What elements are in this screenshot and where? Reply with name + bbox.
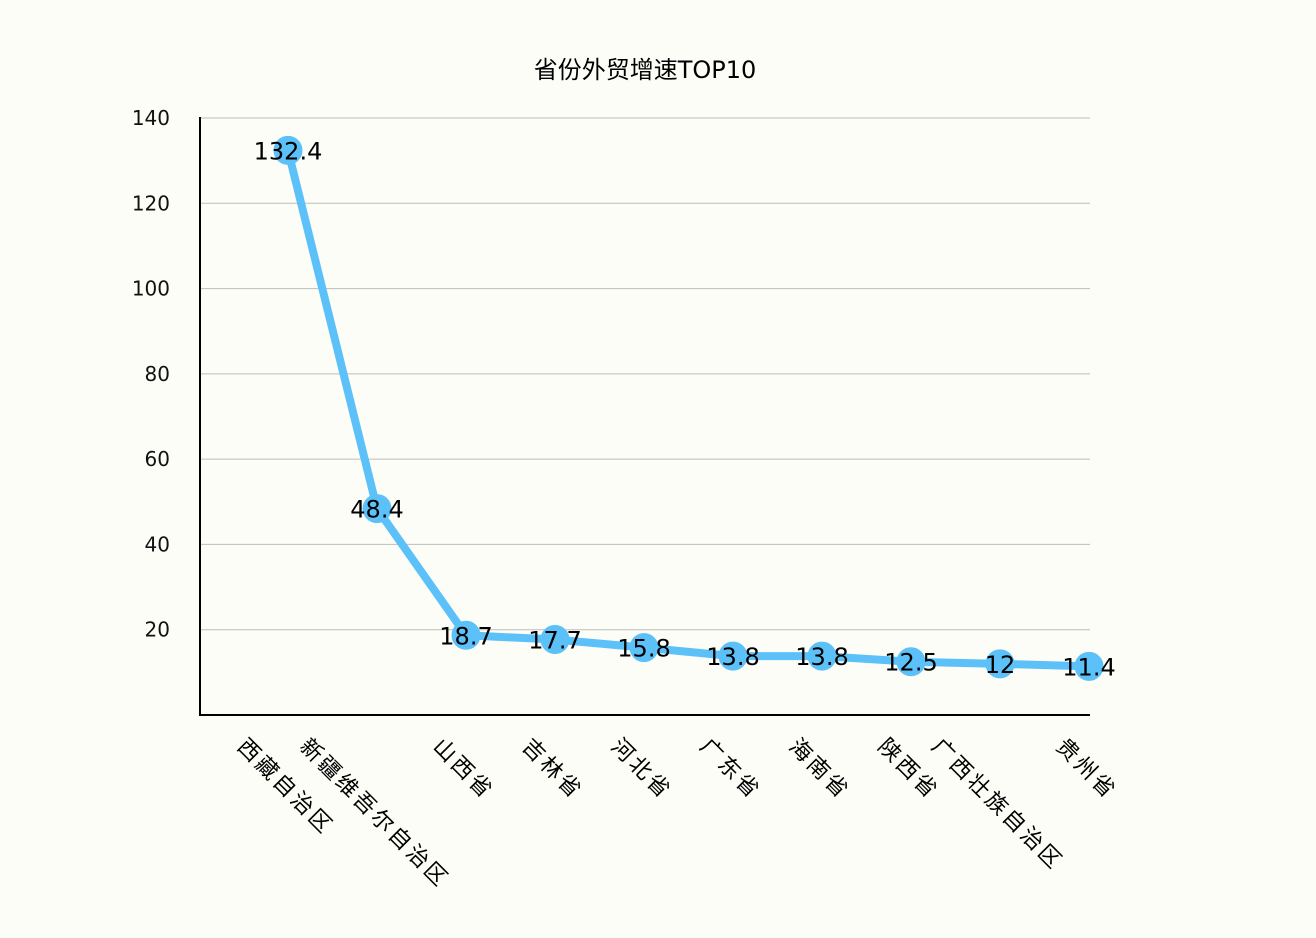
data-point xyxy=(1074,651,1104,681)
y-tick-label: 20 xyxy=(145,618,170,642)
y-tick-label: 100 xyxy=(132,277,170,301)
grid-lines xyxy=(200,117,1090,631)
y-tick-label: 140 xyxy=(132,106,170,130)
data-label: 13.8 xyxy=(706,643,759,671)
data-label: 11.4 xyxy=(1062,653,1115,681)
x-tick-label: 河北省 xyxy=(606,734,677,805)
x-tick-label: 广西壮族自治区 xyxy=(926,734,1067,875)
data-label: 48.4 xyxy=(350,496,403,524)
x-tick-label: 广东省 xyxy=(695,734,766,805)
x-tick-label: 山西省 xyxy=(428,734,499,805)
data-label: 17.7 xyxy=(528,627,581,655)
x-tick-label: 吉林省 xyxy=(517,734,588,805)
data-label: 13.8 xyxy=(795,643,848,671)
data-point xyxy=(362,494,392,524)
chart-title: 省份外贸增速TOP10 xyxy=(534,56,757,84)
data-point xyxy=(985,649,1015,679)
data-labels: 132.4 48.4 18.7 17.7 15.8 13.8 13.8 12.5 12 11.4 xyxy=(254,137,1116,681)
series-line xyxy=(284,146,1093,671)
data-label: 12 xyxy=(985,651,1016,679)
data-label: 12.5 xyxy=(884,649,937,677)
data-label: 18.7 xyxy=(439,622,492,650)
data-point xyxy=(451,620,481,650)
data-points xyxy=(273,135,1104,681)
y-tick-label: 120 xyxy=(132,191,170,215)
y-axis-ticks: 20 40 60 80 100 120 140 xyxy=(132,106,170,642)
y-tick-label: 40 xyxy=(145,532,170,556)
x-tick-label: 贵州省 xyxy=(1051,734,1122,805)
data-point xyxy=(273,135,303,165)
y-tick-label: 80 xyxy=(145,362,170,386)
data-point xyxy=(629,633,659,663)
data-point xyxy=(807,641,837,671)
y-tick-label: 60 xyxy=(145,447,170,471)
data-point xyxy=(540,625,570,655)
x-tick-label: 海南省 xyxy=(784,734,855,805)
data-point xyxy=(896,647,926,677)
data-label: 15.8 xyxy=(617,635,670,663)
data-point xyxy=(718,641,748,671)
data-label: 132.4 xyxy=(254,137,323,165)
